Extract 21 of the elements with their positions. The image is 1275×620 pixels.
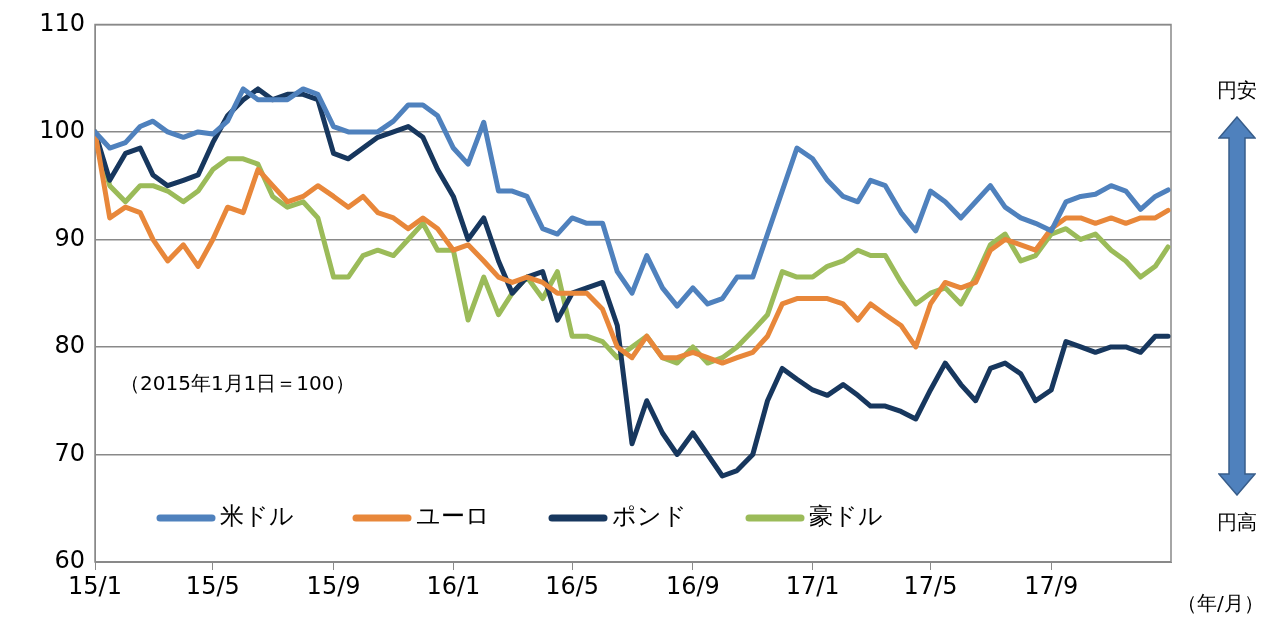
legend-label: 米ドル: [220, 502, 294, 531]
x-tick-label: 17/9: [1024, 571, 1079, 600]
y-tick-label: 90: [54, 223, 85, 252]
x-tick-label: 16/9: [665, 571, 720, 600]
y-tick-label: 100: [39, 116, 85, 145]
text: 円安: [1217, 78, 1257, 103]
text: 円高: [1217, 510, 1257, 535]
x-tick-label: 15/9: [306, 571, 361, 600]
y-tick-label: 70: [54, 438, 85, 467]
x-tick-label: 17/5: [903, 571, 958, 600]
legend-label: ポンド: [612, 502, 687, 531]
legend-label: ユーロ: [416, 502, 490, 531]
x-tick-label: 16/1: [426, 571, 481, 600]
legend-label: 豪ドル: [809, 502, 883, 531]
x-tick-label: 17/1: [785, 571, 840, 600]
x-tick-label: 15/5: [185, 571, 240, 600]
x-tick-label: 16/5: [545, 571, 600, 600]
y-tick-label: 110: [39, 8, 85, 37]
annotation: （2015年1月1日＝100）: [120, 371, 355, 396]
x-axis-title: （年/月）: [1177, 591, 1264, 616]
y-tick-label: 80: [54, 331, 85, 360]
